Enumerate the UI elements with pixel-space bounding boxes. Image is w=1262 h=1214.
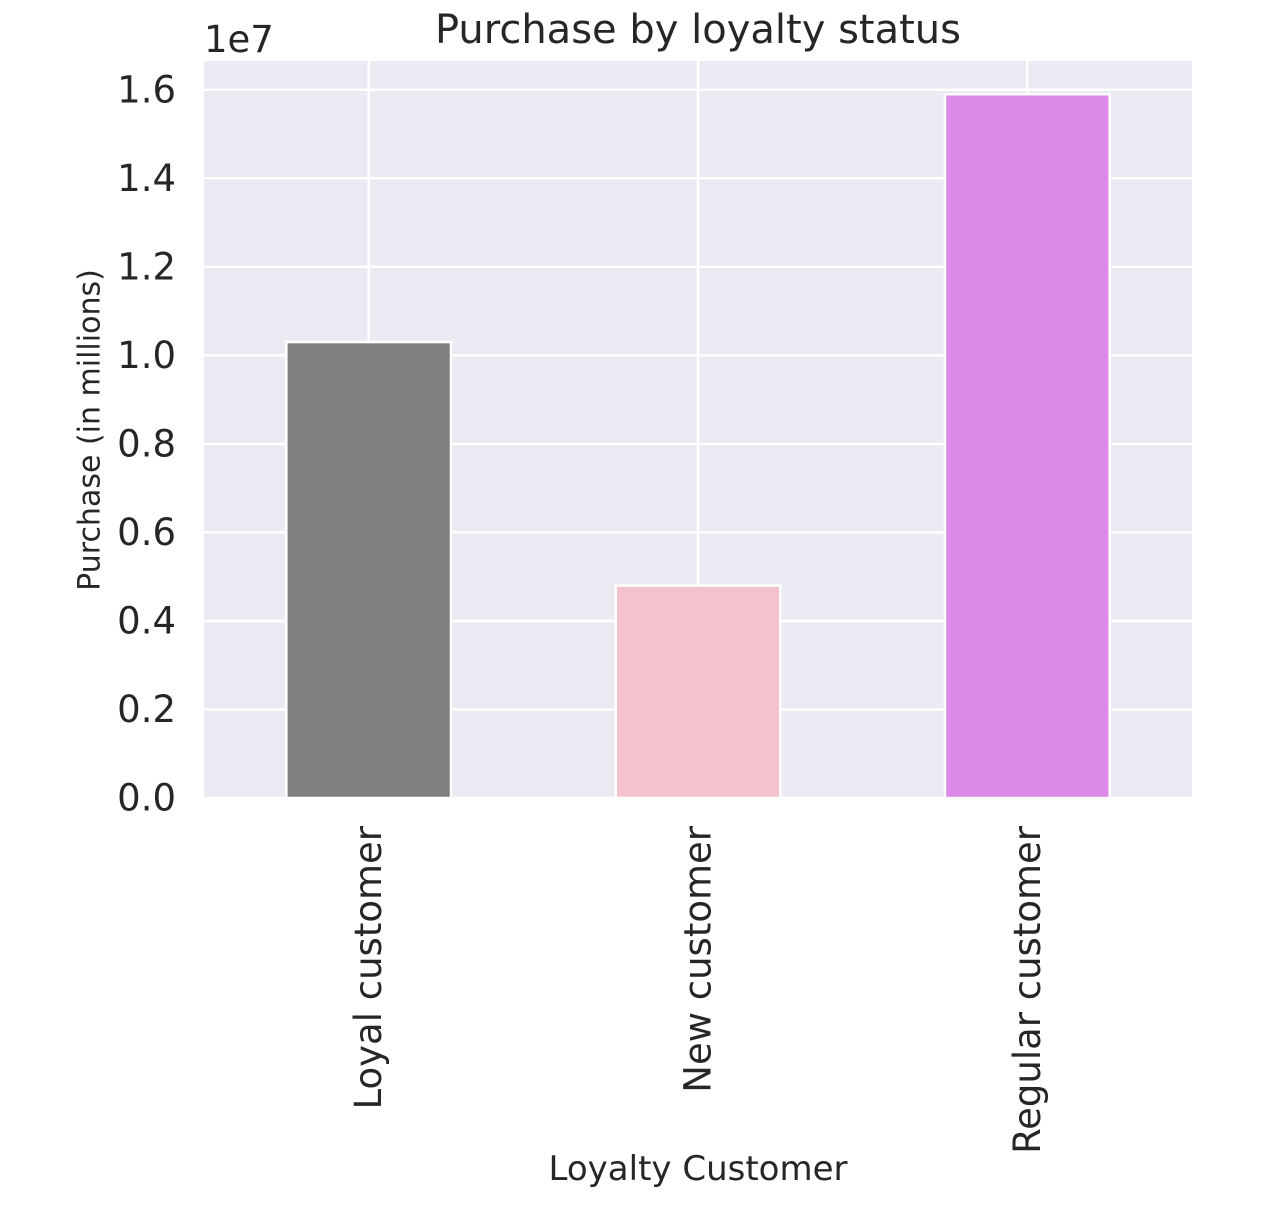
chart-title: Purchase by loyalty status [435,7,961,53]
bar-new-customer [614,584,782,800]
y-tick-label: 0.2 [117,688,176,731]
x-tick-label: Regular customer [1006,825,1049,1154]
bar-regular-customer [943,92,1111,800]
y-tick-label: 1.6 [117,68,176,111]
x-tick-label: New customer [677,825,720,1092]
y-axis-label: Purchase (in millions) [73,269,108,591]
x-axis-label: Loyalty Customer [549,1149,848,1189]
y-tick-label: 1.4 [117,157,176,200]
bar-loyal-customer [285,340,453,800]
y-tick-label: 0.0 [117,777,176,820]
y-tick-label: 0.6 [117,511,176,554]
y-tick-label: 0.4 [117,599,176,642]
y-offset-label: 1e7 [204,18,274,61]
y-tick-label: 1.0 [117,334,176,377]
y-tick-labels: 0.0 0.2 0.4 0.6 0.8 1.0 1.2 1.4 1.6 [117,68,176,819]
x-tick-label: Loyal customer [347,825,390,1109]
bars [285,92,1111,800]
x-tick-labels: Loyal customer New customer Regular custom… [347,825,1049,1154]
y-tick-label: 0.8 [117,422,176,465]
y-tick-label: 1.2 [117,245,176,288]
